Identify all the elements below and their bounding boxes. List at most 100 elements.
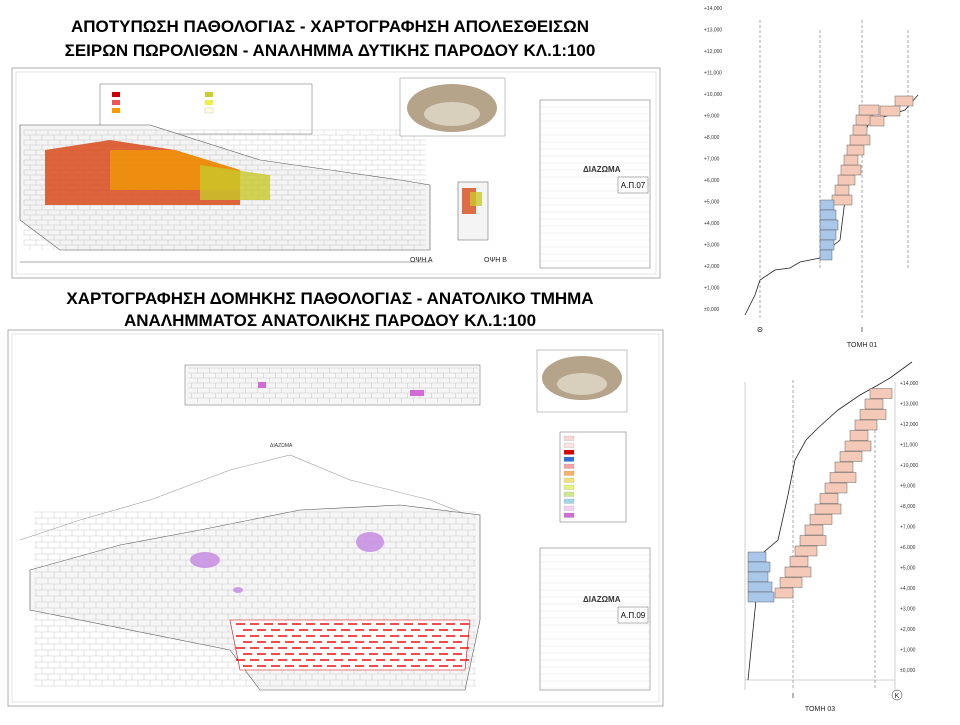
- course-block: [840, 164, 862, 176]
- elevation-label: +7,000: [900, 525, 916, 531]
- theatre-photo: [557, 373, 607, 395]
- course-block: [819, 219, 839, 231]
- elevation-label: +10,000: [900, 463, 918, 469]
- course-block: [814, 503, 842, 515]
- course-block: [819, 199, 835, 211]
- course-block: [864, 398, 884, 410]
- damage-spot: [356, 532, 384, 552]
- course-block: [834, 184, 850, 196]
- company-label: ΔΙΑΖΩΜΑ: [583, 165, 621, 174]
- damage-area: [470, 192, 482, 206]
- legend-swatch: [563, 449, 575, 455]
- course-block: [747, 561, 771, 573]
- elevation-label: +6,000: [900, 545, 916, 551]
- company-label: ΔΙΑΖΩΜΑ: [583, 595, 621, 604]
- damage-spot: [190, 552, 220, 568]
- axis-label: K: [895, 693, 900, 700]
- title-line: ΣΕΙΡΩΝ ΠΩΡΟΛΙΘΩΝ - ΑΝΑΛΗΜΜΑ ΔΥΤΙΚΗΣ ΠΑΡΟ…: [65, 41, 596, 60]
- course-block: [843, 154, 859, 166]
- legend-swatch: [563, 498, 575, 504]
- course-block: [819, 239, 835, 251]
- code-box: [617, 176, 649, 194]
- elevation-label: +5,000: [704, 200, 720, 206]
- legend-swatch: [563, 442, 575, 448]
- title-line: ΧΑΡΤΟΓΡΑΦΗΣΗ ΔΟΜΗΚΗΣ ΠΑΘΟΛΟΓΙΑΣ - ΑΝΑΤΟΛ…: [66, 289, 593, 308]
- damage-spot: [233, 587, 243, 593]
- elevation-label: +9,000: [900, 484, 916, 490]
- drawing-sheet: [15, 71, 657, 275]
- course-block: [747, 571, 769, 583]
- course-block: [837, 174, 856, 186]
- legend-swatch: [112, 100, 120, 105]
- legend-swatch: [563, 491, 575, 497]
- damage-spot: [258, 382, 266, 388]
- elevation-label: +10,000: [704, 92, 722, 98]
- elevation-label: +12,000: [704, 49, 722, 55]
- elevation-label: +11,000: [900, 443, 918, 449]
- axis-label: Θ: [757, 327, 763, 334]
- drawing-sheet: [11, 333, 660, 703]
- view-label: ΟΨΗ Β: [484, 257, 507, 264]
- course-block: [799, 535, 827, 546]
- title-block-rows: [540, 554, 650, 689]
- legend-swatch: [563, 456, 575, 462]
- profile-line: [19, 454, 481, 541]
- elevation-label: +11,000: [704, 71, 722, 77]
- elevation-label: +13,000: [704, 28, 722, 34]
- elevation-label: +7,000: [704, 157, 720, 163]
- legend-swatch: [563, 470, 575, 476]
- theatre-photo: [424, 102, 480, 126]
- sheet-code: Α.Π.07: [621, 181, 646, 190]
- course-block: [747, 591, 775, 603]
- elevation-label: +6,000: [704, 178, 720, 184]
- course-block: [844, 440, 872, 452]
- legend-swatches: [563, 435, 575, 518]
- elevation-label: ±0,000: [900, 668, 915, 674]
- course-block: [869, 388, 893, 399]
- legend-swatch: [112, 108, 120, 113]
- elevation-label: +5,000: [900, 566, 916, 572]
- course-block: [869, 115, 885, 127]
- elevation-label: +8,000: [704, 135, 720, 141]
- elevation-label: +2,000: [704, 264, 720, 270]
- legend-swatch: [563, 505, 575, 511]
- course-block: [839, 451, 863, 462]
- course-block: [879, 105, 901, 117]
- title-line: ΑΠΟΤΥΠΩΣΗ ΠΑΘΟΛΟΓΙΑΣ - ΧΑΡΤΟΓΡΑΦΗΣΗ ΑΠΟΛ…: [71, 17, 589, 36]
- course-block: [819, 209, 837, 221]
- damage-spot: [410, 390, 424, 396]
- damage-hatch: [236, 623, 469, 667]
- sheet-code: Α.Π.09: [621, 611, 646, 620]
- course-blocks: [819, 95, 914, 261]
- elevation-label: +3,000: [900, 607, 916, 613]
- elevation-label: +14,000: [704, 6, 722, 12]
- legend-swatch: [204, 107, 214, 114]
- legend-swatch: [205, 100, 213, 105]
- view-label: ΟΨΗ Α: [410, 257, 433, 264]
- axis-label: I: [792, 693, 794, 700]
- elevation-label: +3,000: [704, 243, 720, 249]
- course-block: [834, 461, 854, 473]
- course-block: [858, 104, 880, 116]
- course-block: [849, 430, 869, 441]
- section-title: ΤΟΜΗ 03: [805, 706, 835, 713]
- course-block: [779, 577, 803, 588]
- course-block: [784, 566, 812, 578]
- elevation-label: +14,000: [900, 381, 918, 387]
- course-block: [747, 551, 767, 563]
- elevation-label: +1,000: [704, 286, 720, 292]
- title-line: ΑΝΑΛΗΜΜΑΤΟΣ ΑΝΑΤΟΛΙΚΗΣ ΠΑΡΟΔΟΥ ΚΛ.1:100: [124, 311, 536, 330]
- course-block: [849, 134, 871, 146]
- course-block: [809, 514, 833, 525]
- legend-swatch: [112, 92, 120, 97]
- course-block: [894, 95, 914, 107]
- elevation-label: +1,000: [900, 648, 916, 654]
- course-block: [747, 581, 773, 593]
- elevation-label: +13,000: [900, 402, 918, 408]
- masonry-hatch: [188, 367, 478, 403]
- course-block: [859, 409, 887, 420]
- course-block: [819, 493, 839, 504]
- course-block: [852, 124, 868, 136]
- elevation-label: +12,000: [900, 422, 918, 428]
